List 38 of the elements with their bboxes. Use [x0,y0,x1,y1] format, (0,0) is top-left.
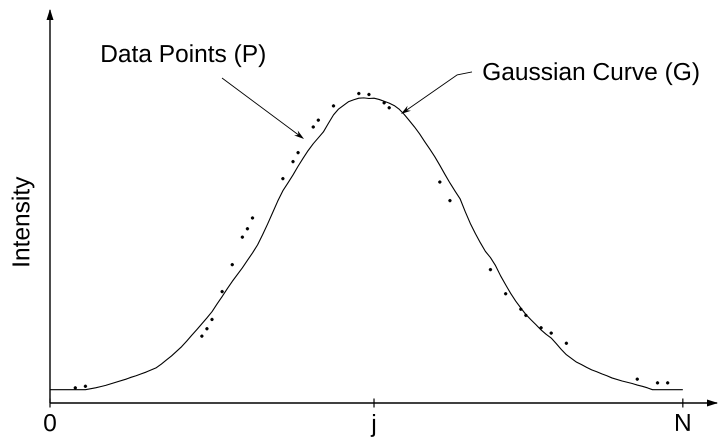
point [382,101,386,105]
point [240,235,244,239]
point [564,342,568,345]
point [448,198,452,202]
point [504,292,508,296]
point [246,227,250,230]
x-tick-label: N [676,414,690,431]
point [220,290,224,294]
point [524,314,528,318]
point [488,268,492,272]
point [367,92,371,96]
point [357,92,361,96]
point [200,334,204,338]
point [519,308,523,311]
point [332,104,336,108]
point [312,125,315,129]
point [550,331,553,335]
point [250,216,254,220]
y-axis-title: Intensity [12,176,34,266]
point [438,180,442,184]
point [656,381,660,385]
point [291,160,295,164]
point [281,176,285,180]
point [210,318,214,322]
point [84,384,88,388]
point [74,386,78,390]
point [230,262,234,266]
text: Gaussian Curve (G) [483,62,698,86]
point [388,106,391,110]
point [316,118,320,122]
x-tick-label: j [370,414,376,437]
x-tick-label: 0 [44,414,56,432]
point [539,326,543,330]
point [636,377,639,381]
point [296,150,300,154]
text: Data Points (P) [102,44,265,68]
point [205,327,209,330]
point [666,381,670,385]
